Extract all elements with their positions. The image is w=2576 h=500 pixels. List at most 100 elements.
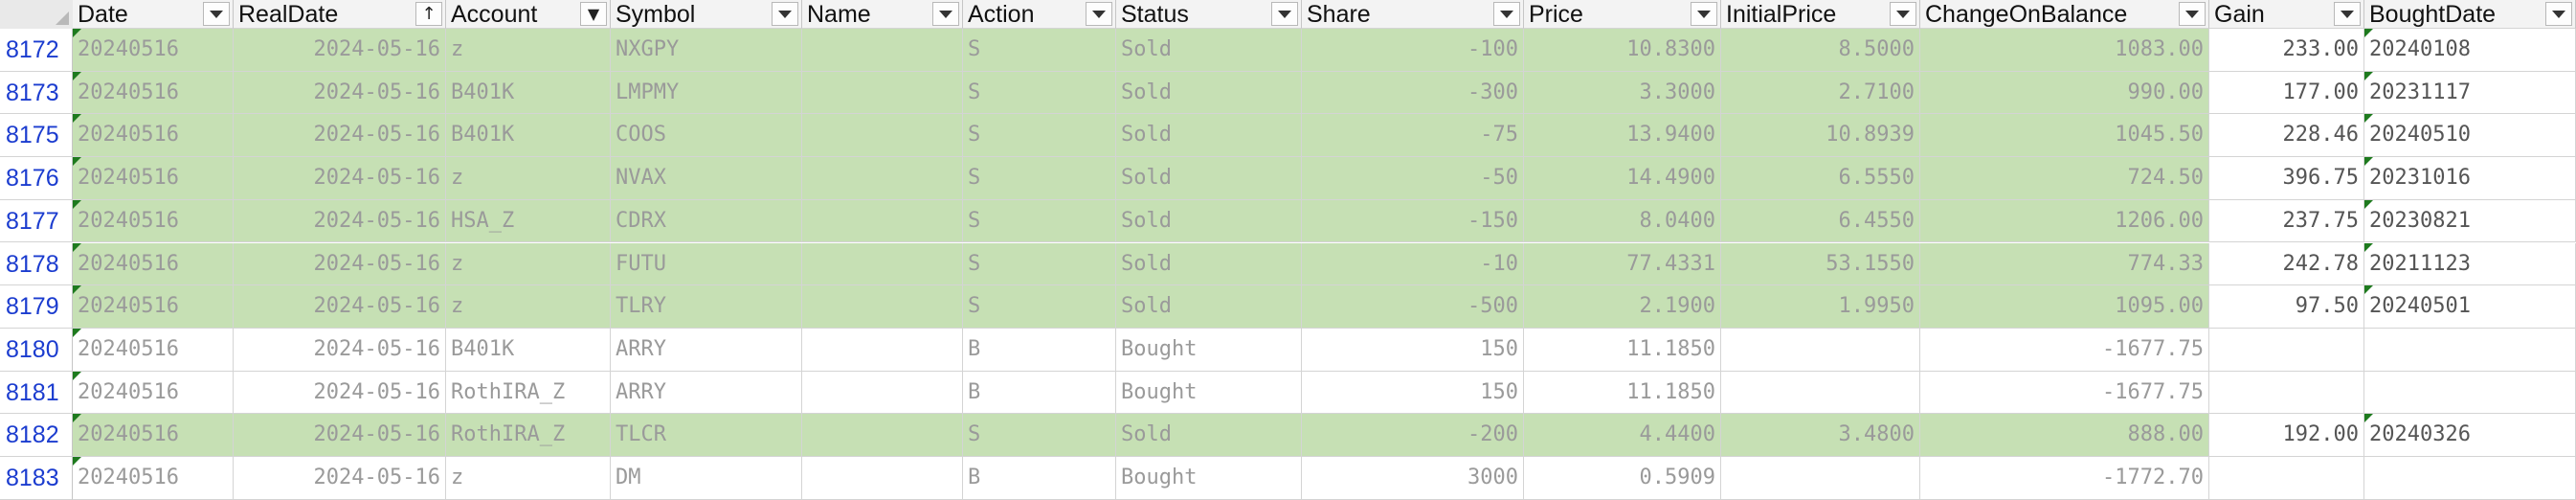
cell-boughtdate[interactable]: 20231117	[2364, 71, 2576, 115]
cell-initialprice[interactable]: 1.9950	[1721, 285, 1920, 329]
cell-realdate[interactable]: 2024-05-16	[234, 414, 446, 457]
cell-symbol[interactable]: TLCR	[611, 414, 802, 457]
cell-symbol[interactable]: CDRX	[611, 199, 802, 243]
cell-gain[interactable]: 177.00	[2209, 71, 2364, 115]
cell-date[interactable]: 20240516	[73, 157, 234, 200]
row-number[interactable]: 8175	[0, 114, 73, 158]
cell-status[interactable]: Sold	[1116, 199, 1302, 243]
cell-realdate[interactable]: 2024-05-16	[234, 371, 446, 415]
cell-boughtdate[interactable]	[2364, 457, 2576, 500]
cell-initialprice[interactable]: 3.4800	[1721, 414, 1920, 457]
error-indicator-icon[interactable]	[2364, 199, 2373, 209]
cell-symbol[interactable]: NVAX	[611, 157, 802, 200]
cell-share[interactable]: -300	[1302, 71, 1524, 115]
cell-date[interactable]: 20240516	[73, 71, 234, 115]
cell-change[interactable]: 888.00	[1920, 414, 2209, 457]
row-number[interactable]: 8176	[0, 157, 73, 200]
column-header-action[interactable]: Action	[963, 0, 1116, 29]
filter-dropdown-icon[interactable]	[1271, 2, 1298, 26]
cell-price[interactable]: 77.4331	[1524, 242, 1721, 286]
row-number[interactable]: 8180	[0, 328, 73, 372]
cell-price[interactable]: 10.8300	[1524, 29, 1721, 72]
cell-price[interactable]: 11.1850	[1524, 328, 1721, 372]
row-number[interactable]: 8172	[0, 29, 73, 72]
cell-gain[interactable]: 237.75	[2209, 199, 2364, 243]
cell-initialprice[interactable]: 2.7100	[1721, 71, 1920, 115]
cell-name[interactable]	[802, 114, 963, 158]
row-number[interactable]: 8181	[0, 371, 73, 415]
cell-share[interactable]: 3000	[1302, 457, 1524, 500]
cell-name[interactable]	[802, 199, 963, 243]
cell-name[interactable]	[802, 157, 963, 200]
cell-price[interactable]: 14.4900	[1524, 157, 1721, 200]
cell-realdate[interactable]: 2024-05-16	[234, 328, 446, 372]
error-indicator-icon[interactable]	[2364, 71, 2373, 80]
error-indicator-icon[interactable]	[2364, 242, 2373, 252]
filter-dropdown-icon[interactable]	[932, 2, 959, 26]
cell-boughtdate[interactable]: 20230821	[2364, 199, 2576, 243]
cell-change[interactable]: 724.50	[1920, 157, 2209, 200]
cell-realdate[interactable]: 2024-05-16	[234, 457, 446, 500]
error-indicator-icon[interactable]	[73, 457, 81, 466]
cell-initialprice[interactable]: 10.8939	[1721, 114, 1920, 158]
cell-share[interactable]: 150	[1302, 328, 1524, 372]
cell-change[interactable]: 1045.50	[1920, 114, 2209, 158]
cell-date[interactable]: 20240516	[73, 414, 234, 457]
cell-date[interactable]: 20240516	[73, 285, 234, 329]
cell-name[interactable]	[802, 71, 963, 115]
cell-status[interactable]: Bought	[1116, 457, 1302, 500]
cell-change[interactable]: 1083.00	[1920, 29, 2209, 72]
cell-change[interactable]: 990.00	[1920, 71, 2209, 115]
error-indicator-icon[interactable]	[2364, 29, 2373, 37]
cell-name[interactable]	[802, 457, 963, 500]
column-header-price[interactable]: Price	[1524, 0, 1721, 29]
cell-price[interactable]: 2.1900	[1524, 285, 1721, 329]
error-indicator-icon[interactable]	[73, 328, 81, 337]
cell-share[interactable]: -10	[1302, 242, 1524, 286]
cell-action[interactable]: S	[963, 414, 1116, 457]
cell-change[interactable]: 1206.00	[1920, 199, 2209, 243]
cell-initialprice[interactable]	[1721, 328, 1920, 372]
cell-action[interactable]: B	[963, 328, 1116, 372]
cell-account[interactable]: z	[446, 285, 611, 329]
filter-dropdown-icon[interactable]	[1890, 2, 1916, 26]
cell-symbol[interactable]: NXGPY	[611, 29, 802, 72]
cell-share[interactable]: -50	[1302, 157, 1524, 200]
row-number[interactable]: 8177	[0, 199, 73, 243]
cell-realdate[interactable]: 2024-05-16	[234, 199, 446, 243]
cell-realdate[interactable]: 2024-05-16	[234, 242, 446, 286]
cell-account[interactable]: B401K	[446, 328, 611, 372]
cell-account[interactable]: B401K	[446, 114, 611, 158]
error-indicator-icon[interactable]	[73, 114, 81, 124]
column-header-symbol[interactable]: Symbol	[611, 0, 802, 29]
cell-boughtdate[interactable]: 20211123	[2364, 242, 2576, 286]
column-header-account[interactable]: Account ▼	[446, 0, 611, 29]
cell-boughtdate[interactable]: 20231016	[2364, 157, 2576, 200]
column-header-status[interactable]: Status	[1116, 0, 1302, 29]
cell-initialprice[interactable]: 6.4550	[1721, 199, 1920, 243]
cell-change[interactable]: -1677.75	[1920, 371, 2209, 415]
cell-price[interactable]: 0.5909	[1524, 457, 1721, 500]
cell-action[interactable]: S	[963, 114, 1116, 158]
cell-gain[interactable]: 242.78	[2209, 242, 2364, 286]
cell-action[interactable]: S	[963, 157, 1116, 200]
cell-date[interactable]: 20240516	[73, 328, 234, 372]
cell-name[interactable]	[802, 29, 963, 72]
cell-status[interactable]: Sold	[1116, 29, 1302, 72]
error-indicator-icon[interactable]	[73, 71, 81, 80]
filter-active-icon[interactable]: ▼	[580, 2, 607, 26]
cell-action[interactable]: S	[963, 242, 1116, 286]
cell-date[interactable]: 20240516	[73, 371, 234, 415]
cell-boughtdate[interactable]: 20240326	[2364, 414, 2576, 457]
cell-initialprice[interactable]	[1721, 457, 1920, 500]
cell-realdate[interactable]: 2024-05-16	[234, 157, 446, 200]
row-number[interactable]: 8178	[0, 242, 73, 286]
cell-initialprice[interactable]	[1721, 371, 1920, 415]
cell-name[interactable]	[802, 242, 963, 286]
column-header-share[interactable]: Share	[1302, 0, 1524, 29]
filter-dropdown-icon[interactable]	[2179, 2, 2206, 26]
cell-realdate[interactable]: 2024-05-16	[234, 29, 446, 72]
cell-price[interactable]: 11.1850	[1524, 371, 1721, 415]
cell-share[interactable]: 150	[1302, 371, 1524, 415]
error-indicator-icon[interactable]	[2364, 414, 2373, 423]
